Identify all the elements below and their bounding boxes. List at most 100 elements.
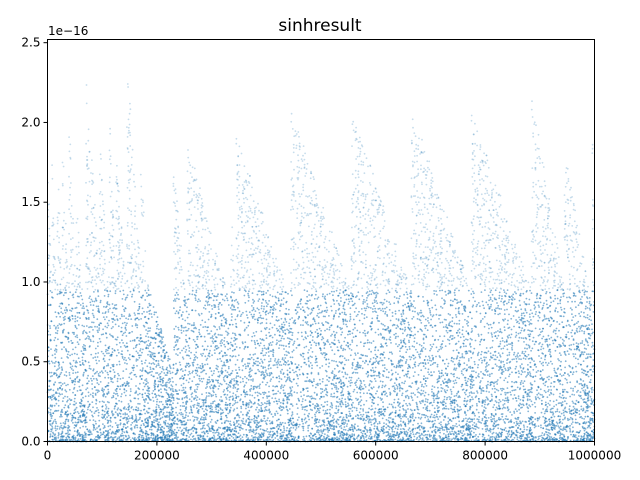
scatter-point: [272, 389, 275, 392]
scatter-point: [207, 294, 210, 297]
scatter-point: [206, 301, 209, 304]
scatter-point: [263, 267, 266, 270]
scatter-point: [252, 353, 255, 356]
scatter-point: [92, 236, 95, 239]
scatter-point: [231, 291, 233, 293]
scatter-point: [280, 337, 283, 340]
scatter-point: [176, 402, 179, 405]
scatter-point: [236, 301, 239, 304]
scatter-point: [207, 404, 210, 407]
scatter-point: [53, 404, 56, 407]
scatter-point: [70, 339, 73, 342]
scatter-point: [131, 241, 133, 244]
scatter-point: [184, 319, 187, 322]
scatter-point: [72, 293, 75, 296]
scatter-point: [95, 252, 97, 254]
scatter-point: [238, 206, 241, 209]
scatter-point: [254, 283, 257, 285]
scatter-point: [181, 415, 184, 418]
scatter-point: [160, 429, 163, 431]
scatter-point: [96, 276, 98, 279]
scatter-point: [207, 423, 210, 425]
scatter-point: [168, 386, 171, 389]
scatter-point: [70, 215, 72, 218]
scatter-point: [288, 428, 291, 430]
scatter-point: [188, 370, 191, 373]
scatter-point: [69, 193, 71, 196]
scatter-point: [90, 326, 93, 328]
scatter-point: [103, 295, 106, 297]
scatter-point: [92, 419, 95, 421]
scatter-point: [190, 187, 193, 190]
scatter-point: [118, 228, 121, 230]
scatter-point: [112, 249, 114, 252]
scatter-point: [101, 371, 104, 374]
scatter-point: [184, 416, 187, 419]
scatter-point: [108, 149, 111, 152]
scatter-point: [194, 416, 196, 419]
scatter-point: [52, 223, 55, 226]
scatter-point: [201, 354, 204, 357]
scatter-point: [58, 212, 61, 215]
scatter-point: [138, 267, 140, 270]
scatter-point: [89, 270, 92, 272]
scatter-point: [137, 397, 140, 400]
scatter-point: [129, 131, 131, 134]
scatter-point: [170, 384, 173, 386]
scatter-point: [169, 393, 172, 396]
scatter-point: [83, 431, 86, 434]
scatter-point: [172, 201, 175, 204]
scatter-point: [187, 270, 190, 273]
scatter-point: [226, 340, 229, 343]
scatter-point: [102, 200, 104, 203]
scatter-point: [246, 393, 249, 396]
scatter-point: [280, 305, 282, 307]
scatter-point: [210, 384, 213, 387]
scatter-point: [196, 356, 199, 359]
scatter-point: [175, 267, 178, 270]
scatter-point: [111, 426, 114, 428]
scatter-point: [108, 319, 110, 322]
scatter-point: [103, 354, 106, 357]
scatter-point: [237, 170, 240, 173]
scatter-point: [103, 258, 106, 261]
scatter-point: [87, 395, 90, 397]
scatter-point: [255, 428, 258, 431]
scatter-point: [59, 422, 62, 425]
scatter-point: [56, 230, 59, 233]
scatter-point: [83, 404, 86, 407]
scatter-point: [265, 280, 268, 283]
scatter-point: [147, 317, 150, 320]
scatter-point: [150, 413, 153, 416]
scatter-point: [198, 288, 201, 290]
scatter-point: [248, 282, 251, 285]
scatter-point: [156, 434, 159, 437]
scatter-point: [156, 325, 158, 328]
scatter-point: [275, 392, 278, 395]
scatter-point: [53, 256, 56, 258]
scatter-point: [205, 272, 208, 275]
scatter-point: [283, 427, 285, 429]
scatter-point: [220, 319, 223, 322]
scatter-point: [267, 417, 269, 419]
scatter-point: [174, 242, 177, 245]
scatter-point: [59, 283, 62, 286]
scatter-point: [91, 388, 94, 390]
scatter-point: [71, 381, 74, 384]
scatter-point: [203, 270, 206, 273]
scatter-point: [87, 267, 90, 270]
scatter-point: [258, 385, 261, 387]
scatter-point: [178, 361, 181, 364]
scatter-point: [226, 359, 229, 361]
scatter-point: [96, 356, 99, 358]
scatter-point: [246, 362, 249, 365]
scatter-point: [74, 361, 77, 364]
scatter-point: [67, 405, 70, 407]
scatter-point: [124, 423, 126, 426]
scatter-point: [122, 289, 125, 292]
scatter-point: [178, 298, 180, 301]
scatter-point: [126, 243, 128, 246]
scatter-point: [84, 347, 86, 350]
scatter-point: [280, 317, 283, 320]
scatter-point: [247, 261, 250, 263]
